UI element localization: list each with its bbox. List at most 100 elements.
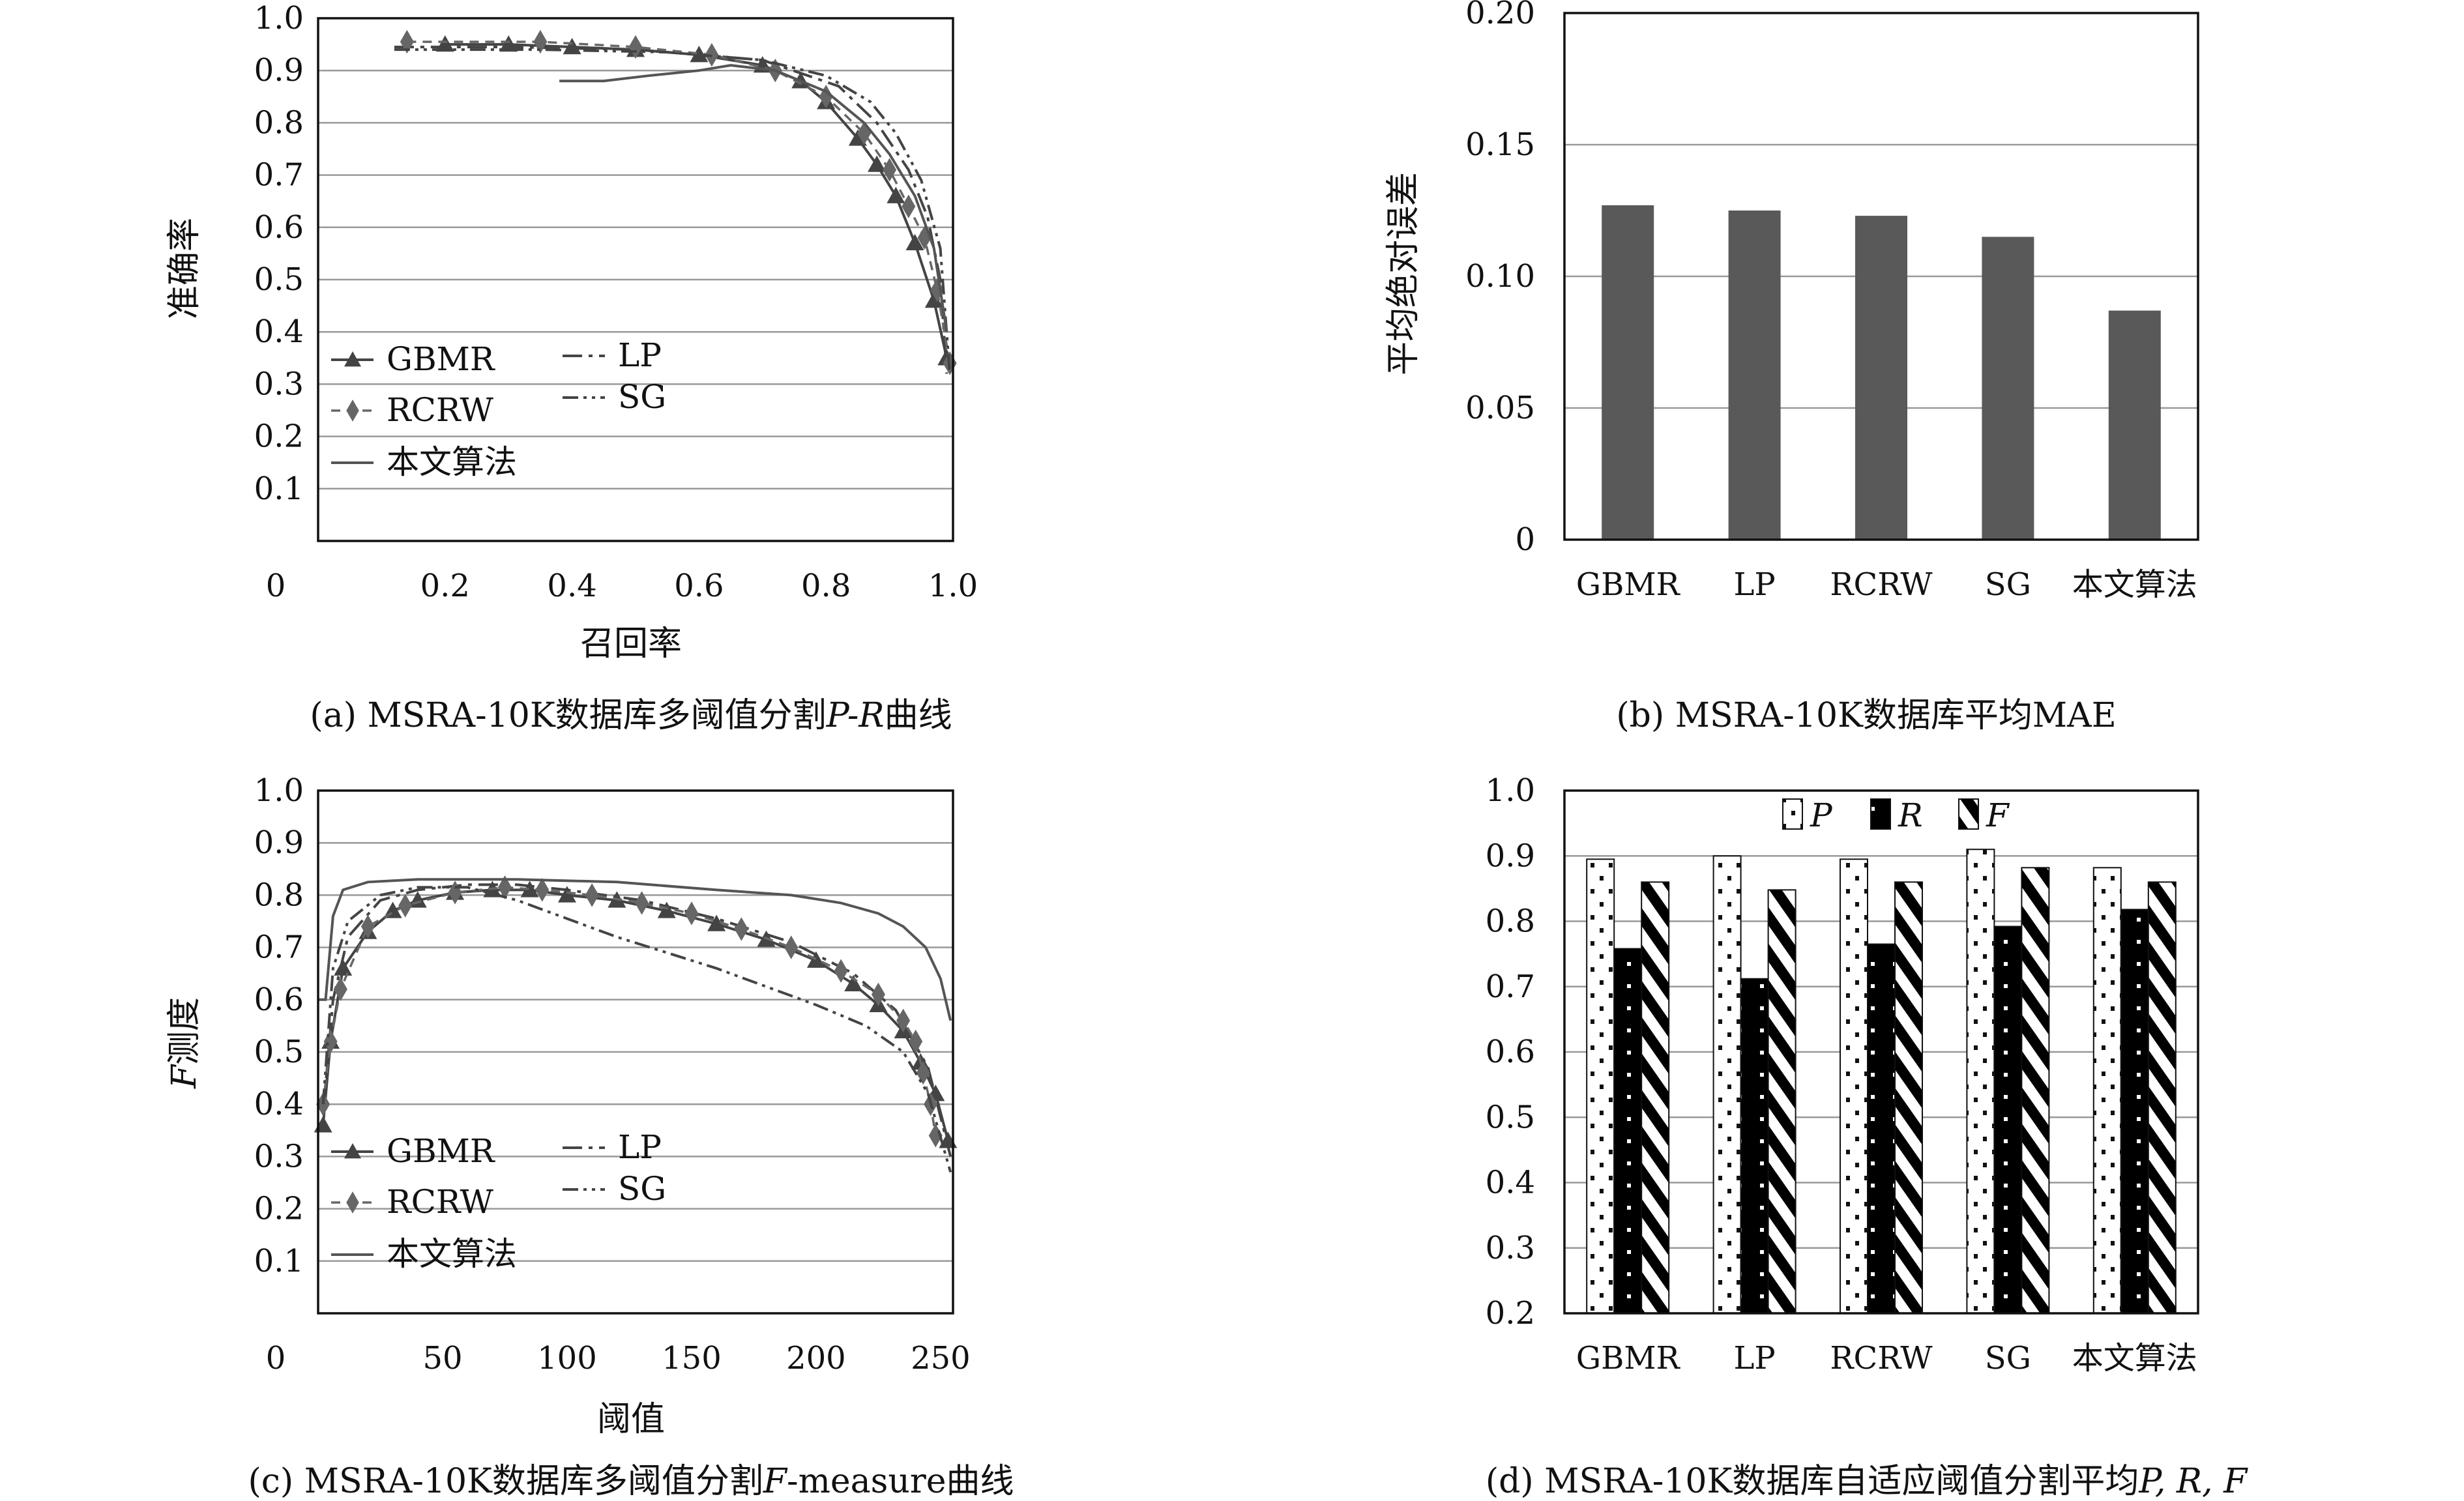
a-ytick-label: 0.8 bbox=[254, 104, 304, 141]
series-point-GBMR bbox=[868, 155, 887, 172]
series-point-RCRW bbox=[902, 194, 916, 218]
d-category-label: RCRW bbox=[1830, 1340, 1933, 1377]
series-point-RCRW bbox=[635, 891, 649, 915]
series-line-LP bbox=[321, 883, 952, 1157]
a-ytick-label: 0.4 bbox=[254, 313, 304, 350]
c-ytick-label: 1.0 bbox=[254, 772, 304, 809]
c-plot-frame bbox=[317, 789, 954, 1315]
series-point-GBMR bbox=[924, 291, 943, 308]
a-xtick-label: 0.6 bbox=[674, 568, 724, 604]
b-ytick-label: 0.10 bbox=[1465, 258, 1535, 295]
a-xtick-label: 0 bbox=[266, 568, 286, 604]
b-ytick-label: 0.20 bbox=[1465, 0, 1535, 31]
d-ytick-label: 0.3 bbox=[1486, 1230, 1535, 1266]
c-ytick-label: 0.7 bbox=[254, 929, 304, 966]
bar-mae bbox=[2108, 310, 2161, 540]
legend-label: SG bbox=[618, 378, 666, 416]
d-category-label: LP bbox=[1734, 1340, 1776, 1377]
bar-P bbox=[1586, 858, 1615, 1314]
series-point-GBMR bbox=[557, 886, 576, 903]
c-xtick-label: 50 bbox=[422, 1340, 462, 1377]
series-point-GBMR bbox=[806, 951, 825, 968]
series-point-GBMR bbox=[707, 914, 726, 931]
bar-P bbox=[1966, 849, 1995, 1314]
bar-P bbox=[1712, 855, 1742, 1314]
series-point-RCRW bbox=[497, 875, 512, 899]
series-line-SG bbox=[394, 48, 952, 374]
c-xtick-label: 100 bbox=[537, 1340, 597, 1377]
bar-R bbox=[1993, 925, 2023, 1314]
a-ytick-label: 0.5 bbox=[254, 261, 304, 298]
b-category-label: GBMR bbox=[1576, 566, 1681, 603]
a-xtick-label: 1.0 bbox=[928, 568, 978, 604]
legend-marker-GBMR bbox=[344, 1143, 361, 1159]
b-category-label: LP bbox=[1734, 566, 1776, 603]
panel-d-plot: 0.2 0.3 0.4 0.5 0.6 0.7 0.8 0.9 1.0 GBMR LP RCRW SG 本… bbox=[1486, 772, 2199, 1377]
bar-P bbox=[1840, 858, 1868, 1314]
series-point-GBMR bbox=[520, 881, 539, 897]
panel-a: 0.1 0.2 0.3 0.4 0.5 0.6 0.7 0.8 0.9 1.0 0 0.2 0.4 0.6… bbox=[165, 0, 978, 735]
c-ytick-label: 0.3 bbox=[254, 1138, 304, 1174]
panel-a-ylabel: 准确率 bbox=[165, 218, 204, 319]
legend-marker-GBMR bbox=[344, 351, 361, 367]
d-ytick-label: 0.5 bbox=[1486, 1099, 1535, 1135]
bar-F bbox=[2147, 881, 2177, 1314]
bar-R bbox=[1740, 978, 1769, 1314]
series-line-本文算法 bbox=[559, 64, 948, 332]
c-ytick-label: 0.9 bbox=[254, 824, 304, 861]
b-plot-frame bbox=[1563, 12, 2199, 541]
d-ytick-label: 0.4 bbox=[1486, 1165, 1535, 1201]
series-line-LP bbox=[394, 46, 948, 374]
series-point-RCRW bbox=[585, 883, 599, 907]
panel-c: 0.1 0.2 0.3 0.4 0.5 0.6 0.7 0.8 0.9 1.0 0 50 100 150 2… bbox=[165, 772, 1014, 1501]
series-point-GBMR bbox=[334, 959, 353, 976]
a-xtick-label: 0.8 bbox=[801, 568, 851, 604]
series-point-RCRW bbox=[684, 901, 699, 925]
series-point-GBMR bbox=[905, 233, 924, 251]
legend-marker-RCRW bbox=[346, 1191, 359, 1214]
series-line-GBMR bbox=[445, 43, 948, 358]
series-point-RCRW bbox=[734, 917, 748, 941]
b-category-label: SG bbox=[1985, 566, 2031, 603]
legend-marker-RCRW bbox=[346, 400, 359, 422]
series-line-RCRW bbox=[321, 886, 937, 1136]
d-ytick-label: 1.0 bbox=[1486, 772, 1535, 809]
panel-a-xlabel: 召回率 bbox=[580, 624, 682, 663]
series-point-RCRW bbox=[928, 1124, 943, 1148]
a-ytick-label: 0.2 bbox=[254, 418, 304, 455]
legend-swatch-R bbox=[1870, 798, 1891, 830]
c-ytick-label: 0.5 bbox=[254, 1034, 304, 1070]
legend-label: GBMR bbox=[387, 340, 495, 378]
b-category-label: RCRW bbox=[1830, 566, 1933, 603]
c-xtick-label: 250 bbox=[911, 1340, 971, 1377]
series-point-RCRW bbox=[398, 894, 413, 918]
a-plot-frame bbox=[317, 17, 954, 542]
series-point-RCRW bbox=[400, 29, 414, 54]
panel-b-ylabel: 平均绝对误差 bbox=[1384, 172, 1423, 375]
c-ytick-label: 0.6 bbox=[254, 982, 304, 1018]
c-ytick-label: 0.2 bbox=[254, 1191, 304, 1227]
legend-label: GBMR bbox=[387, 1132, 495, 1170]
bar-F bbox=[1894, 881, 1923, 1314]
series-line-本文算法 bbox=[318, 878, 952, 1021]
a-ytick-label: 0.1 bbox=[254, 471, 304, 507]
series-point-RCRW bbox=[909, 1029, 923, 1054]
panel-d: 0.2 0.3 0.4 0.5 0.6 0.7 0.8 0.9 1.0 GBMR LP RCRW SG 本… bbox=[1486, 772, 2248, 1501]
bar-mae bbox=[1602, 205, 1654, 540]
d-ytick-label: 0.7 bbox=[1486, 969, 1535, 1005]
series-point-RCRW bbox=[360, 914, 375, 939]
series-point-RCRW bbox=[834, 959, 848, 983]
bar-F bbox=[1641, 881, 1670, 1314]
series-point-GBMR bbox=[887, 186, 905, 203]
a-xtick-label: 0.4 bbox=[547, 568, 596, 604]
series-line-RCRW bbox=[407, 40, 951, 364]
legend-swatch-F bbox=[1958, 798, 1979, 830]
b-category-label: 本文算法 bbox=[2072, 566, 2197, 603]
c-ytick-label: 0.8 bbox=[254, 877, 304, 913]
c-ytick-label: 0.4 bbox=[254, 1086, 304, 1122]
panel-a-caption: (a) MSRA-10K数据库多阈值分割P-R曲线 bbox=[310, 696, 952, 735]
a-ytick-label: 0.6 bbox=[254, 209, 304, 246]
d-ytick-label: 0.2 bbox=[1486, 1295, 1535, 1332]
series-point-RCRW bbox=[916, 1060, 930, 1085]
panel-c-caption: (c) MSRA-10K数据库多阈值分割F-measure曲线 bbox=[248, 1462, 1014, 1501]
